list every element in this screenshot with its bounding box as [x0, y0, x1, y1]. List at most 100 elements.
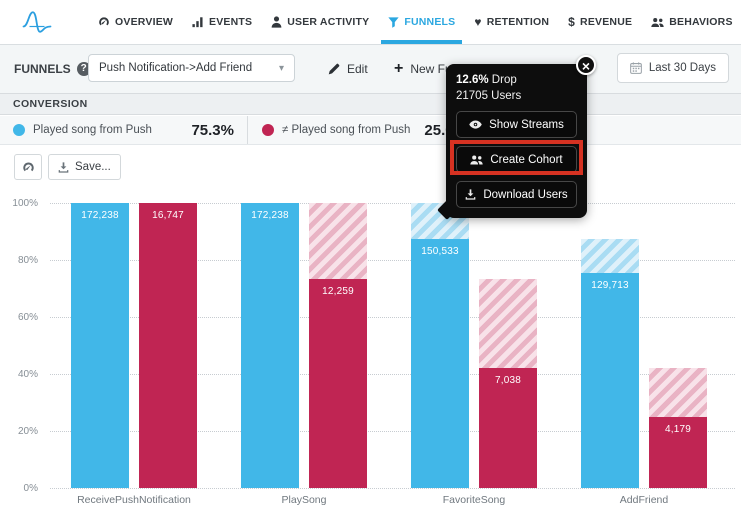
eye-icon	[469, 120, 482, 129]
save-label: Save...	[75, 161, 111, 173]
bar-value-label: 7,038	[494, 375, 522, 387]
edit-funnel-button[interactable]: Edit	[322, 44, 374, 93]
create-cohort-label: Create Cohort	[490, 153, 563, 166]
bar-value-label: 129,713	[591, 280, 629, 292]
legend-item-converted[interactable]: Played song from Push 75.3%	[0, 116, 248, 144]
download-users-button[interactable]: Download Users	[456, 181, 577, 208]
gridline	[50, 203, 735, 204]
bar-converted[interactable]: 172,238	[241, 203, 299, 488]
tab-events[interactable]: EVENTS	[192, 0, 252, 44]
legend-label: ≠ Played song from Push	[282, 124, 411, 136]
gridline	[50, 317, 735, 318]
bar-converted[interactable]: 129,713	[581, 273, 639, 488]
show-streams-label: Show Streams	[489, 118, 564, 131]
tab-label: FUNNELS	[404, 16, 456, 28]
create-cohort-button[interactable]: Create Cohort	[456, 146, 577, 173]
funnel-plot: 172,238 16,747 172,238 12,259 150,533 7,038 12…	[50, 203, 735, 489]
funnel-icon	[388, 16, 400, 28]
dropoff-tooltip: × 12.6% Drop 21705 Users Show Streams Cr…	[437, 55, 596, 220]
bar-comparison[interactable]: 16,747	[139, 203, 197, 488]
active-tab-underline	[381, 40, 463, 44]
y-tick-label: 40%	[17, 369, 38, 380]
gauge-icon	[22, 161, 35, 174]
tab-funnels[interactable]: FUNNELS	[381, 0, 463, 44]
tooltip-drop-line: 12.6% Drop	[456, 74, 577, 86]
chevron-down-icon: ▾	[278, 62, 284, 74]
y-tick-label: 20%	[17, 426, 38, 437]
dashboard-widget-button[interactable]	[14, 154, 42, 180]
bar-dropoff-segment[interactable]	[581, 238, 639, 274]
date-range-label: Last 30 Days	[648, 62, 716, 74]
x-axis-label: ReceivePushNotification	[77, 494, 191, 506]
gridline	[50, 488, 735, 489]
x-axis: ReceivePushNotification PlaySong FavoriteS…	[50, 494, 735, 510]
funnel-select-value: Push Notification->Add Friend	[99, 62, 253, 74]
funnel-select-dropdown[interactable]: Push Notification->Add Friend ▾	[88, 54, 295, 82]
x-axis-label: PlaySong	[281, 494, 327, 506]
tooltip-actions: Show Streams Create Cohort Download User…	[450, 111, 583, 208]
heart-icon: ♥	[474, 15, 482, 29]
gridline	[50, 374, 735, 375]
drop-suffix: Drop	[488, 74, 517, 86]
tab-retention[interactable]: ♥ RETENTION	[474, 0, 549, 44]
legend-value: 75.3%	[191, 121, 234, 139]
tooltip-users-line: 21705 Users	[456, 90, 522, 102]
tab-label: USER ACTIVITY	[287, 16, 370, 28]
funnels-title: FUNNELS	[14, 61, 71, 76]
edit-label: Edit	[347, 61, 368, 76]
bar-value-label: 16,747	[152, 210, 184, 221]
legend-dot-red	[262, 124, 274, 136]
bar-dropoff-segment[interactable]	[649, 368, 707, 417]
tab-label: EVENTS	[209, 16, 253, 28]
bar-comparison[interactable]: 7,038	[479, 368, 537, 488]
gridline	[50, 431, 735, 432]
tab-label: OVERVIEW	[115, 16, 174, 28]
app-header: OVERVIEW EVENTS USER ACTIVITY FUNNELS ♥ …	[0, 0, 741, 45]
bar-chart-icon	[192, 16, 204, 28]
date-range-button[interactable]: Last 30 Days	[616, 53, 729, 83]
x-axis-label: AddFriend	[619, 494, 669, 506]
tab-overview[interactable]: OVERVIEW	[98, 0, 173, 44]
bar-comparison[interactable]: 12,259	[309, 279, 367, 488]
tab-label: RETENTION	[486, 16, 550, 28]
bar-value-label: 172,238	[81, 210, 119, 221]
x-axis-label: FavoriteSong	[442, 494, 506, 506]
amplitude-logo-icon[interactable]	[22, 9, 52, 35]
y-tick-label: 80%	[17, 255, 38, 266]
conversion-title: CONVERSION	[13, 98, 88, 110]
dollar-icon: $	[568, 15, 576, 29]
legend-dot-blue	[13, 124, 25, 136]
bar-dropoff-segment[interactable]	[479, 279, 537, 369]
bar-value-label: 12,259	[322, 286, 354, 298]
help-icon[interactable]: ?	[76, 61, 91, 76]
plus-icon: +	[394, 59, 404, 77]
people-icon	[470, 155, 484, 165]
bar-converted[interactable]: 172,238	[71, 203, 129, 488]
y-axis: 100% 80% 60% 40% 20% 0%	[0, 198, 44, 494]
bar-value-label: 172,238	[251, 210, 289, 221]
funnels-section-label: FUNNELS ?	[14, 44, 91, 93]
drop-percent: 12.6%	[456, 74, 489, 86]
conversion-header: CONVERSION	[0, 93, 741, 115]
pencil-icon	[328, 63, 340, 75]
tab-user-activity[interactable]: USER ACTIVITY	[271, 0, 369, 44]
show-streams-button[interactable]: Show Streams	[456, 111, 577, 138]
bar-value-label: 150,533	[421, 245, 459, 257]
bar-converted[interactable]: 150,533	[411, 238, 469, 488]
y-tick-label: 0%	[23, 483, 38, 494]
close-icon[interactable]: ×	[576, 55, 596, 75]
gridline	[50, 260, 735, 261]
funnel-toolbar: FUNNELS ? Push Notification->Add Friend …	[0, 44, 741, 93]
bar-comparison[interactable]: 4,179	[649, 416, 707, 488]
bar-value-label: 4,179	[664, 423, 692, 435]
bar-dropoff-segment[interactable]	[309, 203, 367, 280]
tab-revenue[interactable]: $ REVENUE	[568, 0, 632, 44]
download-users-label: Download Users	[483, 188, 568, 201]
save-button[interactable]: Save...	[48, 154, 121, 180]
legend-row: Played song from Push 75.3% ≠ Played son…	[0, 116, 741, 145]
tab-behaviors[interactable]: BEHAVIORS	[651, 0, 732, 44]
tab-label: BEHAVIORS	[669, 16, 733, 28]
y-tick-label: 100%	[12, 198, 38, 209]
download-icon	[58, 161, 69, 173]
calendar-icon	[630, 62, 642, 74]
